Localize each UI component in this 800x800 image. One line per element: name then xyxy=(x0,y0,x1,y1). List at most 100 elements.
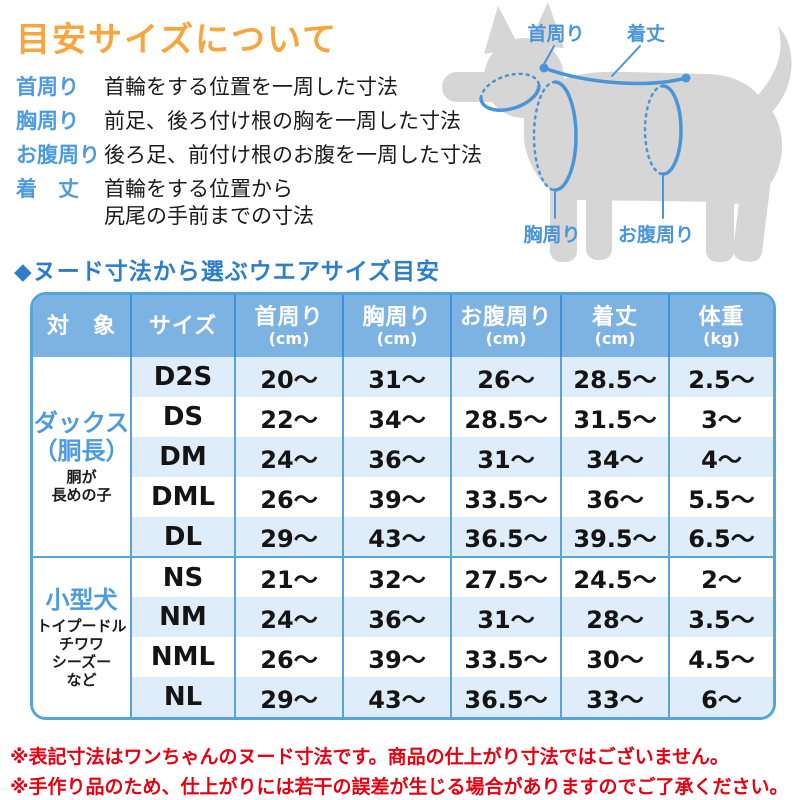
length-label-leader xyxy=(611,45,641,77)
chest-value-cell: 43～ xyxy=(342,677,451,717)
footnotes: ※表記寸法はワンちゃんのヌード寸法です。商品の仕上がり寸法ではございません。 ※… xyxy=(10,742,800,800)
diagram-label-chest: 胸周り xyxy=(523,223,580,246)
neck-value-cell: 29～ xyxy=(234,677,343,717)
size-cell: DS xyxy=(130,397,235,437)
size-cell: DML xyxy=(130,477,235,517)
definition-term: お腹周り xyxy=(16,143,100,167)
neck-value-cell: 24～ xyxy=(234,597,343,637)
header-section: 目安サイズについて 首周り 首輪をする位置を一周した寸法 胸周り 前足、後ろ付け… xyxy=(0,0,800,262)
length-value-cell: 28.5～ xyxy=(560,357,669,397)
belly-value-cell: 36.5～ xyxy=(450,677,561,717)
neck-value-cell: 20～ xyxy=(234,357,343,397)
chest-value-cell: 43～ xyxy=(342,517,451,557)
size-cell: NML xyxy=(130,637,235,677)
definition-row-neck: 首周り 首輪をする位置を一周した寸法 xyxy=(16,74,482,101)
belly-measure-ring xyxy=(661,84,683,176)
dog-measurement-diagram: 首周り 着丈 胸周り お腹周り xyxy=(442,2,792,262)
length-value-cell: 36～ xyxy=(560,477,669,517)
neck-label-leader xyxy=(542,45,555,67)
table-header-row: 対 象サイズ 首周り (cm) 胸周り (cm) お腹周り (cm) 着丈 (cm) 体重 (kg) xyxy=(33,295,773,357)
table-row: NL 29～ 43～ 36.5～ 33～ 6～ xyxy=(33,677,773,717)
group-name: 小型犬 xyxy=(45,586,118,614)
length-value-cell: 33～ xyxy=(560,677,669,717)
length-value-cell: 28～ xyxy=(560,597,669,637)
definition-desc: 首輪をする位置から 尻尾の手前までの寸法 xyxy=(104,177,314,228)
target-group-cell: ダックス （胴長） 胴が 長めの子 xyxy=(33,357,131,557)
column-header: 対 象 xyxy=(33,295,131,357)
chest-measure-ring xyxy=(553,80,578,192)
length-line-start-dot xyxy=(539,63,549,73)
chest-value-cell: 36～ xyxy=(342,597,451,637)
definition-desc: 前足、後ろ付け根の胸を一周した寸法 xyxy=(104,109,461,133)
weight-value-cell: 3～ xyxy=(668,397,773,437)
length-value-cell: 34～ xyxy=(560,437,669,477)
definition-desc: 首輪をする位置を一周した寸法 xyxy=(104,75,398,99)
table-row: DML 26～ 39～ 33.5～ 36～ 5.5～ xyxy=(33,477,773,517)
weight-value-cell: 3.5～ xyxy=(668,597,773,637)
belly-value-cell: 33.5～ xyxy=(450,477,561,517)
size-cell: NM xyxy=(130,597,235,637)
table-row: DL 29～ 43～ 36.5～ 39.5～ 6.5～ xyxy=(33,517,773,557)
weight-value-cell: 2.5～ xyxy=(668,357,773,397)
table-row: 小型犬 トイプードル チワワ シーズー など NS 21～ 32～ 27.5～ 24.5～ 2… xyxy=(33,556,773,717)
chest-measure-ring-hidden xyxy=(532,80,557,192)
length-line-end-dot xyxy=(681,73,691,83)
weight-value-cell: 6.5～ xyxy=(668,517,773,557)
table-row: NML 26～ 39～ 33.5～ 30～ 4.5～ xyxy=(33,637,773,677)
column-header: サイズ xyxy=(130,295,235,357)
belly-value-cell: 36.5～ xyxy=(450,517,561,557)
column-header: 胸周り (cm) xyxy=(342,295,451,357)
size-cell: NS xyxy=(130,556,235,597)
definition-desc: 後ろ足、前付け根のお腹を一周した寸法 xyxy=(104,143,482,167)
page-title: 目安サイズについて xyxy=(16,20,338,60)
dog-silhouette xyxy=(442,2,792,262)
size-table-heading: ◆ヌード寸法から選ぶウエアサイズ目安 xyxy=(14,259,440,285)
group-name: ダックス （胴長） xyxy=(33,409,130,465)
size-table-container: 対 象サイズ 首周り (cm) 胸周り (cm) お腹周り (cm) 着丈 (cm) 体重 (kg)… xyxy=(30,292,776,720)
column-header: 体重 (kg) xyxy=(668,295,773,357)
definition-term: 着 丈 xyxy=(16,177,79,201)
chest-value-cell: 39～ xyxy=(342,637,451,677)
belly-value-cell: 33.5～ xyxy=(450,637,561,677)
belly-value-cell: 31～ xyxy=(450,437,561,477)
table-row: ダックス （胴長） 胴が 長めの子 D2S 20～ 31～ 26～ 28.5～ 2.5～ xyxy=(33,357,773,557)
table-row: NM 24～ 36～ 31～ 28～ 3.5～ xyxy=(33,597,773,637)
chest-value-cell: 32～ xyxy=(342,556,451,597)
table-row: DM 24～ 36～ 31～ 34～ 4～ xyxy=(33,437,773,477)
size-cell: D2S xyxy=(130,357,235,397)
neck-value-cell: 26～ xyxy=(234,477,343,517)
belly-value-cell: 28.5～ xyxy=(450,397,561,437)
definition-term: 胸周り xyxy=(16,109,79,133)
measurement-definitions: 首周り 首輪をする位置を一周した寸法 胸周り 前足、後ろ付け根の胸を一周した寸法… xyxy=(16,74,482,237)
neck-measure-ring xyxy=(479,84,541,112)
definition-term: 首周り xyxy=(16,75,79,99)
definition-row-chest: 胸周り 前足、後ろ付け根の胸を一周した寸法 xyxy=(16,108,482,135)
size-table: 対 象サイズ 首周り (cm) 胸周り (cm) お腹周り (cm) 着丈 (cm) 体重 (kg)… xyxy=(33,295,773,717)
neck-value-cell: 26～ xyxy=(234,637,343,677)
definition-row-belly: お腹周り 後ろ足、前付け根のお腹を一周した寸法 xyxy=(16,142,482,169)
group-note: 胴が 長めの子 xyxy=(51,468,112,504)
diagram-label-neck: 首周り xyxy=(527,22,584,45)
neck-value-cell: 21～ xyxy=(234,556,343,597)
column-header: 首周り (cm) xyxy=(234,295,343,357)
weight-value-cell: 4～ xyxy=(668,437,773,477)
footnote: ※表記寸法はワンちゃんのヌード寸法です。商品の仕上がり寸法ではございません。 xyxy=(10,746,730,768)
table-row: DS 22～ 34～ 28.5～ 31.5～ 3～ xyxy=(33,397,773,437)
diagram-label-belly: お腹周り xyxy=(618,223,694,246)
chest-value-cell: 31～ xyxy=(342,357,451,397)
column-header: 着丈 (cm) xyxy=(560,295,669,357)
chest-value-cell: 39～ xyxy=(342,477,451,517)
length-value-cell: 30～ xyxy=(560,637,669,677)
definition-row-length: 着 丈 首輪をする位置から 尻尾の手前までの寸法 xyxy=(16,176,482,230)
length-value-cell: 31.5～ xyxy=(560,397,669,437)
length-value-cell: 39.5～ xyxy=(560,517,669,557)
column-header: お腹周り (cm) xyxy=(450,295,561,357)
back-length-line xyxy=(542,66,688,86)
size-cell: DL xyxy=(130,517,235,557)
size-cell: NL xyxy=(130,677,235,717)
neck-measure-ring-hidden xyxy=(479,72,541,100)
neck-value-cell: 29～ xyxy=(234,517,343,557)
target-group-cell: 小型犬 トイプードル チワワ シーズー など xyxy=(33,556,131,717)
weight-value-cell: 5.5～ xyxy=(668,477,773,517)
length-value-cell: 24.5～ xyxy=(560,556,669,597)
